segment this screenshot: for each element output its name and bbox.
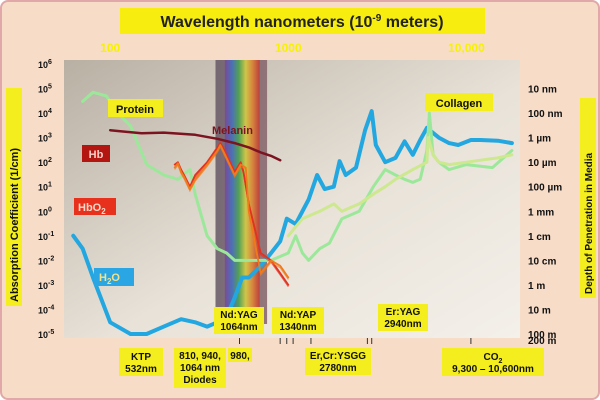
svg-text:Melanin: Melanin	[212, 125, 253, 137]
label-collagen: Collagen	[425, 93, 493, 111]
series-line-melanin	[108, 128, 282, 162]
y-tick-label: 102	[38, 157, 52, 168]
y-right-tick-label: 100 m	[528, 330, 556, 341]
svg-text:1064 nm: 1064 nm	[180, 363, 220, 374]
annotation-co2: CO2 9,300 – 10,600nm	[442, 348, 544, 376]
svg-text:980,: 980,	[230, 351, 250, 362]
series-line-collagen	[286, 136, 514, 238]
svg-text:Nd:YAG: Nd:YAG	[220, 310, 258, 321]
svg-text:KTP: KTP	[131, 352, 151, 363]
y-tick-label: 105	[38, 84, 52, 95]
y-right-tick-label: 1 m	[528, 281, 545, 292]
chart-title: Wavelength nanometers (10-9 meters)	[160, 13, 443, 31]
annotation-er-cr-ysgg: Er,Cr:YSGG 2780nm	[305, 348, 371, 375]
y-right-tick-label: 10 nm	[528, 85, 557, 96]
y-right-tick-label: 200 m	[528, 336, 556, 347]
svg-text:9,300 – 10,600nm: 9,300 – 10,600nm	[452, 364, 534, 375]
annotation-diodes: 810, 940, 1064 nm Diodes	[174, 348, 226, 388]
svg-text:Hb: Hb	[89, 149, 104, 161]
series-layer	[71, 90, 514, 336]
label-melanin: Melanin	[212, 125, 253, 137]
svg-text:Diodes: Diodes	[183, 375, 217, 386]
visible-spectrum-band	[224, 60, 260, 324]
y-right-tick-label: 100 µm	[528, 183, 562, 194]
svg-text:Er,Cr:YSGG: Er,Cr:YSGG	[310, 351, 366, 362]
svg-text:Er:YAG: Er:YAG	[386, 307, 421, 318]
svg-text:1340nm: 1340nm	[279, 322, 316, 333]
title-box	[120, 8, 485, 34]
y-tick-label: 106	[38, 59, 52, 70]
y-tick-label: 10-3	[38, 280, 54, 291]
y-tick-label: 104	[38, 108, 52, 119]
svg-text:1064nm: 1064nm	[220, 322, 257, 333]
annotation-980: 980,	[228, 348, 252, 362]
annotation-ktp: KTP 532nm	[119, 348, 163, 376]
annotation-nd-yap: Nd:YAP 1340nm	[272, 307, 324, 334]
series-line-hb	[173, 142, 290, 286]
y-right-tick-label: 1 mm	[528, 207, 554, 218]
x-tick-label: 100	[100, 41, 120, 55]
series-line-protein	[81, 90, 514, 262]
svg-text:2940nm: 2940nm	[384, 319, 421, 330]
svg-text:532nm: 532nm	[125, 364, 157, 375]
y-tick-label: 100	[38, 206, 52, 217]
y-axis-label: Absorption Coefficient (1/cm)	[9, 148, 21, 302]
svg-text:Protein: Protein	[116, 104, 154, 116]
y-tick-label: 10-2	[38, 255, 54, 266]
y-right-tick-label: 100 nm	[528, 109, 563, 120]
y-axis-right-label-box: Depth of Penetration in Media	[580, 98, 596, 298]
label-hbo2: HbO2	[74, 198, 116, 216]
label-protein: Protein	[108, 99, 163, 117]
label-h2o: H2O	[94, 268, 134, 286]
x-tick-label: 1000	[275, 41, 302, 55]
x-tick-label: 10,000	[448, 41, 485, 55]
y-right-tick-label: 1 µm	[528, 134, 551, 145]
series-line-hbo2	[173, 144, 290, 279]
y-tick-label: 103	[38, 133, 52, 144]
y-tick-label: 101	[38, 182, 52, 193]
svg-text:CO2: CO2	[484, 352, 503, 365]
svg-text:810, 940,: 810, 940,	[179, 351, 221, 362]
svg-text:2780nm: 2780nm	[319, 363, 356, 374]
y-tick-label: 10-1	[38, 231, 54, 242]
y-axis-right-label: Depth of Penetration in Media	[584, 152, 595, 294]
svg-text:HbO2: HbO2	[78, 202, 106, 216]
y-right-tick-label: 10 cm	[528, 256, 556, 267]
y-right-tick-label: 10 m	[528, 306, 551, 317]
ticks-layer: 106 105 104 103 102 101 100 10-1 10-2 10-3 10-4 10-…	[38, 41, 563, 347]
series-line-h2o	[71, 109, 514, 336]
y-right-tick-label: 10 µm	[528, 158, 557, 169]
svg-text:H2O: H2O	[99, 272, 120, 286]
series-line-hbo2-shadow	[174, 145, 289, 280]
annotation-er-yag: Er:YAG 2940nm	[378, 304, 428, 331]
svg-text:Nd:YAP: Nd:YAP	[280, 310, 317, 321]
svg-text:Collagen: Collagen	[436, 98, 483, 110]
y-right-tick-label: 1 cm	[528, 232, 551, 243]
y-axis-label-box: Absorption Coefficient (1/cm)	[6, 88, 22, 306]
y-tick-label: 10-4	[38, 305, 54, 316]
annotation-nd-yag: Nd:YAG 1064nm	[214, 307, 264, 334]
y-tick-label: 10-5	[38, 329, 54, 340]
label-hb: Hb	[82, 145, 110, 162]
